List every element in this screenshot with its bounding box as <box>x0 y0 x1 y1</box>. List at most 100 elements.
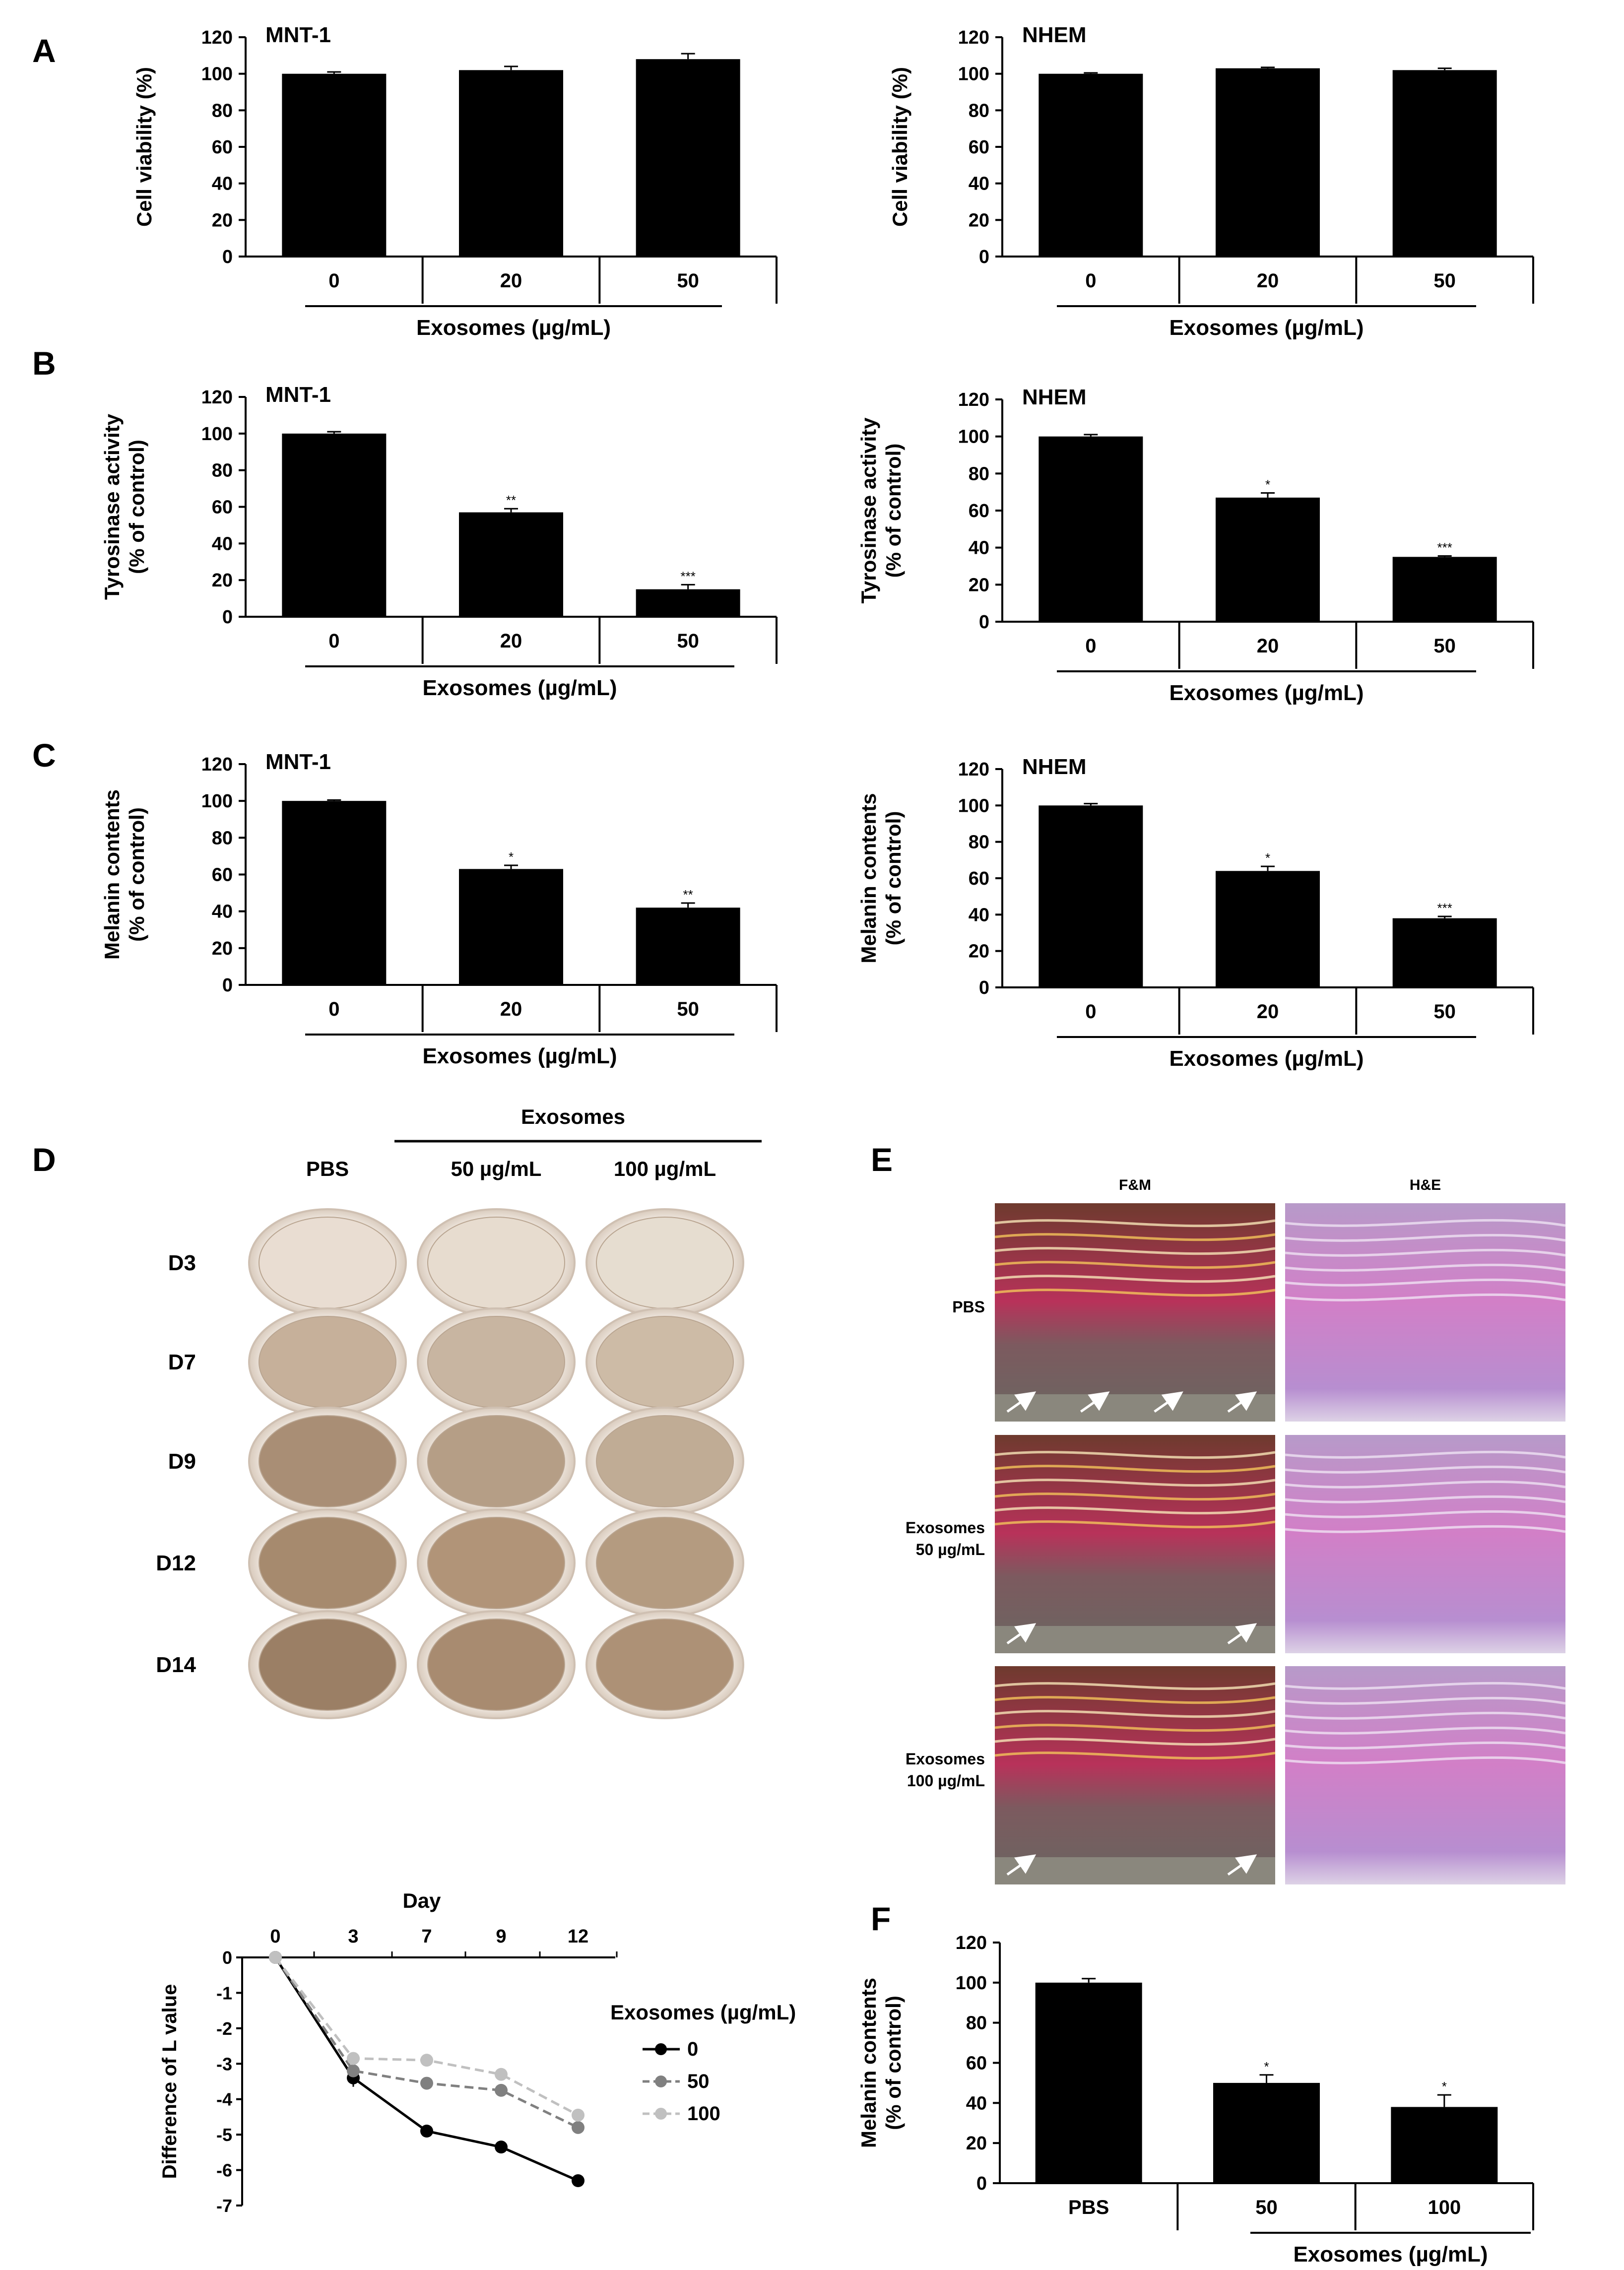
he-keratin-streak <box>1285 1480 1566 1489</box>
dish-column-header: PBS <box>306 1157 349 1180</box>
he-keratin-streak <box>1285 1726 1566 1735</box>
dish-row-label: D14 <box>156 1653 196 1677</box>
x-tick-label: 0 <box>328 630 339 652</box>
bar-chart-b-mnt1: 0 20 40 60 80 100 120 0 ** 20 *** 50 Exosomes (µg/mL… <box>100 383 778 700</box>
petri-dish-tissue <box>596 1316 734 1408</box>
melanin-arrow <box>1006 1854 1037 1876</box>
histology-row-label: 100 µg/mL <box>907 1772 985 1790</box>
chart-title: NHEM <box>1022 755 1087 779</box>
y-tick-label: 80 <box>212 100 233 121</box>
x-tick-label: 100 <box>1428 2197 1461 2218</box>
significance-mark: *** <box>1437 540 1452 555</box>
y-tick-label: -3 <box>216 2054 232 2074</box>
series-line <box>274 1956 579 2129</box>
melanin-arrow <box>1006 1391 1037 1413</box>
bar <box>1216 497 1320 622</box>
y-tick-label: 0 <box>979 977 989 998</box>
petri-dish-tissue <box>596 1217 734 1309</box>
fm-keratin-streak <box>994 1520 1276 1529</box>
petri-dish-tissue <box>259 1217 396 1309</box>
x-tick-label: 0 <box>1085 635 1096 657</box>
x-tick-label: 3 <box>348 1926 358 1947</box>
series-line <box>274 1956 579 2117</box>
fm-keratin-streak <box>994 1751 1276 1760</box>
chart-title: NHEM <box>1022 23 1087 47</box>
data-point <box>495 2068 508 2081</box>
chart-title: NHEM <box>1022 385 1087 409</box>
y-axis-label: Melanin contents <box>857 793 880 963</box>
x-axis-label: Exosomes (µg/mL) <box>1169 316 1364 340</box>
y-tick-label: 20 <box>969 210 989 231</box>
fm-keratin-streak <box>994 1289 1276 1297</box>
x-tick-label: 50 <box>1433 635 1456 657</box>
histology-row-label: PBS <box>952 1298 985 1316</box>
x-tick-label: 0 <box>328 998 339 1020</box>
line-chart-d: 0 -1 -2 -3 -4 -5 -6 -7 0 3 7 9 12 Day Difference of L … <box>159 1889 796 2216</box>
petri-dish-tissue <box>259 1316 396 1408</box>
petri-dish-tissue <box>427 1316 565 1408</box>
y-tick-label: 100 <box>201 424 233 445</box>
bar <box>1039 436 1143 622</box>
x-tick-label: 0 <box>270 1926 280 1947</box>
data-point <box>347 2052 360 2065</box>
x-tick-label: 50 <box>677 630 699 652</box>
melanin-arrow <box>1080 1391 1110 1413</box>
fm-keratin-streak <box>994 1738 1276 1746</box>
x-tick-label: 20 <box>1257 635 1279 657</box>
fm-keratin-streak <box>994 1275 1276 1283</box>
significance-mark: *** <box>680 569 695 584</box>
bar <box>1213 2082 1320 2183</box>
data-point <box>420 2125 433 2138</box>
y-axis-label: Tyrosinase activity <box>100 413 124 600</box>
y-tick-label: 60 <box>212 137 233 158</box>
legend-label: 50 <box>687 2071 710 2092</box>
fm-keratin-streak <box>994 1219 1276 1228</box>
chart-title: MNT-1 <box>265 383 331 407</box>
he-keratin-streak <box>1285 1525 1566 1533</box>
y-axis-label: (% of control) <box>882 811 905 946</box>
x-axis-label: Exosomes (µg/mL) <box>1293 2242 1488 2267</box>
fm-keratin-streak <box>994 1506 1276 1515</box>
fm-keratin-streak <box>994 1247 1276 1255</box>
y-axis-label: Difference of L value <box>159 1984 181 2179</box>
y-tick-label: 120 <box>201 754 233 775</box>
bar-chart-c-nhem: 0 20 40 60 80 100 120 0 * 20 *** 50 Exosomes (µg/mL)… <box>857 755 1534 1071</box>
bar-chart-b-nhem: 0 20 40 60 80 100 120 0 * 20 *** 50 Exosomes (µg/mL)… <box>857 385 1534 705</box>
bar <box>282 433 387 617</box>
petri-dish-tissue <box>259 1619 396 1711</box>
x-tick-label: 50 <box>1433 1001 1456 1023</box>
y-tick-label: -7 <box>216 2196 232 2216</box>
bar <box>1392 70 1497 257</box>
y-tick-label: 60 <box>966 2053 987 2074</box>
he-keratin-streak <box>1285 1711 1566 1720</box>
histology-row-label: 50 µg/mL <box>916 1541 985 1558</box>
y-tick-label: 100 <box>958 64 989 85</box>
x-tick-label: 20 <box>1257 1001 1279 1023</box>
bar <box>1039 73 1143 257</box>
he-keratin-streak <box>1285 1756 1566 1764</box>
x-tick-label: 7 <box>421 1926 432 1947</box>
x-tick-label: PBS <box>1068 2197 1109 2218</box>
x-tick-label: 20 <box>500 630 522 652</box>
y-axis-label: Cell viability (%) <box>888 67 911 227</box>
he-keratin-streak <box>1285 1741 1566 1750</box>
y-tick-label: 40 <box>212 174 233 195</box>
x-tick-label: 0 <box>328 270 339 292</box>
y-tick-label: -1 <box>216 1983 232 2003</box>
y-tick-label: 0 <box>979 612 989 633</box>
y-tick-label: 80 <box>212 460 233 481</box>
bar <box>1391 2107 1498 2183</box>
panel-label-e: E <box>871 1141 893 1178</box>
y-tick-label: 20 <box>212 210 233 231</box>
y-tick-label: 80 <box>212 828 233 848</box>
y-axis-label: (% of control) <box>882 444 905 578</box>
y-tick-label: 100 <box>201 791 233 812</box>
y-axis-label: Cell viability (%) <box>132 67 156 227</box>
legend-label: 0 <box>687 2038 698 2060</box>
bar <box>1039 805 1143 987</box>
petri-dish-tissue <box>259 1415 396 1507</box>
bar <box>636 589 740 617</box>
significance-mark: * <box>1442 2079 1447 2094</box>
y-axis-label: (% of control) <box>125 807 148 942</box>
